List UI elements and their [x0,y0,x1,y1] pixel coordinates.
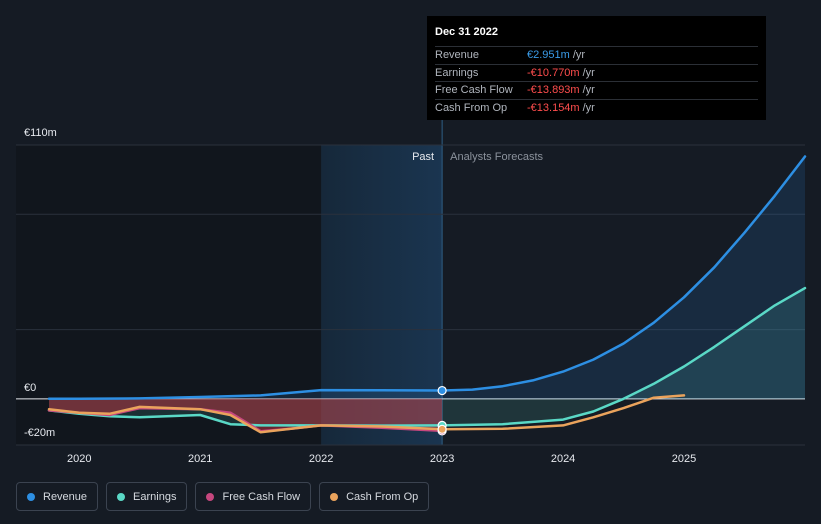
highlight-region [321,145,443,445]
y-tick-label: -€20m [24,427,55,439]
tooltip-label: Revenue [435,49,480,61]
tooltip-unit: /yr [582,101,595,114]
past-label: Past [412,151,434,163]
legend-item-revenue[interactable]: Revenue [16,482,99,511]
tooltip-row-free-cash-flow: Free Cash Flow -€13.893m /yr [435,81,758,99]
tooltip-value: -€13.893m [527,84,580,96]
legend-label: Revenue [43,490,88,503]
tooltip-value: €2.951m [527,49,570,61]
tooltip-label: Cash From Op [435,101,508,114]
legend: Revenue Earnings Free Cash Flow Cash Fro… [16,482,430,512]
legend-dot-icon [117,492,126,501]
x-tick-label: 2025 [672,453,696,465]
cash-from-op-marker [437,424,447,434]
revenue-area [49,156,805,399]
revenue-line [47,155,807,401]
forecast-label: Analysts Forecasts [450,151,543,163]
legend-dot-icon [330,492,339,501]
tooltip-unit: /yr [582,84,595,96]
legend-item-earnings[interactable]: Earnings [106,482,188,511]
legend-label: Earnings [133,490,177,503]
x-tick-label: 2020 [67,453,91,465]
tooltip-label: Earnings [435,66,479,79]
legend-dot-icon [27,492,35,501]
x-tick-label: 2023 [430,453,454,465]
legend-item-free-cash-flow[interactable]: Free Cash Flow [195,482,312,511]
tooltip-unit: /yr [572,49,586,61]
cash-from-op-line [47,394,686,434]
tooltip-row-revenue: Revenue €2.951m /yr [435,46,758,64]
legend-label: Cash From Op [346,490,419,503]
x-tick-label: 2024 [551,453,575,465]
revenue-marker [437,385,447,396]
tooltip-row-earnings: Earnings -€10.770m /yr [435,63,758,82]
legend-item-cash-from-op[interactable]: Cash From Op [319,482,430,511]
tooltip-value: -€13.154m [527,101,580,114]
x-tick-label: 2022 [309,453,333,465]
tooltip-label: Free Cash Flow [435,84,513,96]
tooltip-unit: /yr [582,66,595,79]
y-tick-label: €0 [24,382,36,394]
tooltip-row-cash-from-op: Cash From Op -€13.154m /yr [435,98,758,117]
tooltip-date: Dec 31 2022 [435,26,498,38]
x-tick-label: 2021 [188,453,212,465]
tooltip: Dec 31 2022 Revenue €2.951m /yr Earnings… [427,16,766,120]
legend-label: Free Cash Flow [222,490,301,503]
earnings-line [47,286,807,427]
tooltip-value: -€10.770m [527,66,580,79]
legend-dot-icon [206,492,215,501]
y-tick-label: €110m [24,127,57,139]
